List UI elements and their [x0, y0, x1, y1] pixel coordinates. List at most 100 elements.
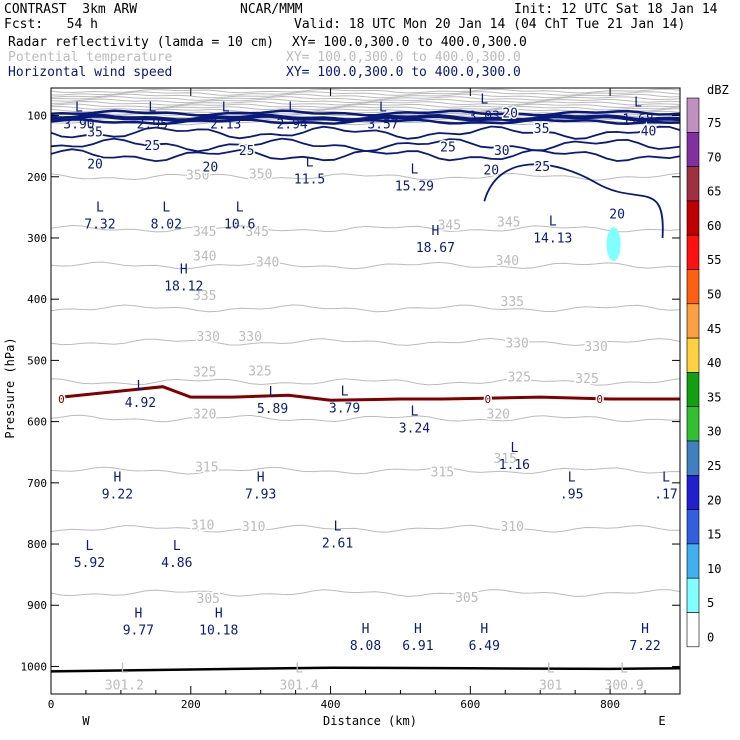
extremum-value: 3.79	[329, 401, 360, 416]
wind-contour-20	[51, 148, 680, 163]
wind-label: 20	[203, 161, 219, 176]
extremum-value: 3.24	[399, 421, 430, 436]
theta-label: 345	[497, 216, 520, 231]
extremum-marker: L	[120, 662, 128, 677]
theta-label: 335	[193, 289, 216, 304]
theta-label: 340	[256, 255, 279, 270]
extremum-marker: L	[634, 95, 642, 110]
field-name-theta: Potential temperature	[8, 50, 173, 65]
colorbar-level-label: 75	[707, 116, 721, 130]
extremum-marker: L	[379, 100, 387, 115]
theta-label: 325	[193, 366, 216, 381]
extremum-value: 1.68	[622, 112, 653, 127]
x-tick-label: 400	[321, 698, 341, 711]
theta-label: 325	[248, 364, 271, 379]
extremum-value: 7.32	[84, 218, 115, 233]
x-end-label-east: E	[658, 714, 665, 728]
extremum-marker: L	[162, 201, 170, 216]
colorbar-level-label: 15	[707, 528, 721, 542]
extremum-value: 15.29	[395, 180, 434, 195]
wind-contour-jet-core	[51, 118, 680, 126]
init-time: Init: 12 UTC Sat 18 Jan 14	[514, 2, 718, 17]
colorbar-swatch	[686, 509, 700, 545]
forecast-hour: Fcst: 54 h	[4, 17, 98, 32]
theta-label: 345	[193, 225, 216, 240]
theta-contour-335	[51, 304, 680, 313]
freezing-level-line	[61, 385, 680, 402]
wind-contour-35	[51, 125, 680, 140]
theta-contour-upper	[51, 93, 680, 99]
colorbar-level-label: 30	[707, 425, 721, 439]
extremum-value: 300.9	[605, 679, 644, 694]
extremum-marker: L	[306, 155, 314, 170]
extremum-value: 3.03	[469, 109, 500, 124]
colorbar-swatch	[686, 406, 700, 442]
y-tick-label: 400	[27, 293, 47, 306]
theta-contour-upper	[51, 95, 680, 101]
extremum-value: 10.18	[199, 623, 238, 638]
extremum-marker: L	[137, 379, 145, 394]
wind-label: 25	[145, 139, 161, 154]
theta-label: 350	[249, 167, 272, 182]
surface-line	[51, 666, 680, 673]
wind-contour-jet-core	[51, 109, 680, 117]
extremum-marker: L	[288, 100, 296, 115]
extremum-value: 8.08	[350, 639, 381, 654]
extremum-value: 4.92	[125, 396, 156, 411]
theta-label: 335	[501, 295, 524, 310]
theta-contour-upper	[51, 105, 680, 111]
colorbar-level-label: 20	[707, 493, 721, 507]
extremum-value: 8.02	[151, 218, 182, 233]
colorbar-level-label: 70	[707, 150, 721, 164]
wind-label: 20	[87, 158, 103, 173]
theta-label: 330	[505, 336, 528, 351]
extremum-marker: H	[362, 622, 370, 637]
extremum-value: 6.49	[469, 639, 500, 654]
x-tick-label: 800	[600, 698, 620, 711]
extremum-marker: H	[257, 471, 265, 486]
theta-contour-upper	[51, 100, 680, 106]
theta-label: 315	[195, 461, 218, 476]
wind-label: 25	[239, 144, 255, 159]
field-name-reflectivity: Radar reflectivity (lamda = 10 cm)	[8, 35, 275, 50]
extremum-value: 14.13	[533, 232, 572, 247]
y-tick-label: 900	[27, 599, 47, 612]
theta-contour-upper	[51, 91, 680, 96]
extremum-value: 9.77	[123, 623, 154, 638]
theta-contour-305	[51, 589, 680, 597]
theta-label: 305	[455, 591, 478, 606]
extremum-value: 2.95	[137, 117, 168, 132]
theta-label: 305	[197, 592, 220, 607]
theta-label: 345	[438, 219, 461, 234]
theta-contour-325	[51, 378, 680, 386]
colorbar-level-label: 35	[707, 390, 721, 404]
theta-label: 340	[193, 249, 216, 264]
colorbar-swatch	[686, 612, 700, 648]
extremum-marker: L	[547, 662, 555, 677]
extremum-marker: L	[568, 471, 576, 486]
extremum-marker: L	[75, 100, 83, 115]
extremum-value: 301.2	[105, 679, 144, 694]
extremum-marker: H	[431, 224, 439, 239]
reflectivity-cell	[606, 227, 621, 262]
organization: NCAR/MMM	[240, 2, 303, 17]
wind-label: 25	[440, 140, 456, 155]
theta-label: 310	[191, 519, 214, 534]
theta-contour-315	[51, 466, 680, 475]
theta-label: 350	[186, 169, 209, 184]
extremum-value: .17	[654, 488, 677, 503]
freezing-level-label: 0	[58, 393, 65, 406]
extremum-value: 6.91	[402, 639, 433, 654]
extremum-marker: L	[549, 215, 557, 230]
extremum-marker: H	[641, 622, 649, 637]
colorbar-swatch	[686, 337, 700, 373]
extremum-marker: L	[96, 201, 104, 216]
valid-time: Valid: 18 UTC Mon 20 Jan 14 (04 ChT Tue …	[294, 17, 686, 32]
wind-label: 40	[641, 124, 657, 139]
wind-contour-20-loop	[483, 163, 664, 239]
extremum-value: 5.92	[74, 556, 105, 571]
y-tick-label: 800	[27, 538, 47, 551]
colorbar-level-label: 5	[707, 596, 714, 610]
extremum-marker: H	[134, 606, 142, 621]
field-xy-wind: XY= 100.0,300.0 to 400.0,300.0	[286, 65, 521, 80]
